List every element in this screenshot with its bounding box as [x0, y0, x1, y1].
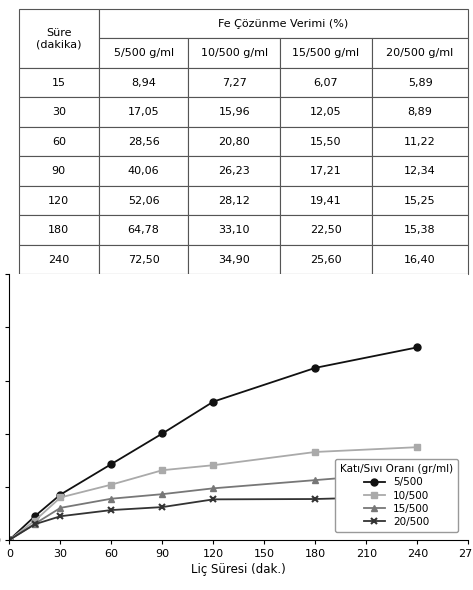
Text: 72,50: 72,50 [128, 255, 159, 264]
X-axis label: Liç Süresi (dak.): Liç Süresi (dak.) [192, 563, 286, 576]
Text: 19,41: 19,41 [310, 196, 342, 205]
Text: 10/500 g/ml: 10/500 g/ml [201, 48, 268, 58]
Text: 7,27: 7,27 [222, 78, 247, 87]
Text: 22,50: 22,50 [310, 225, 342, 235]
Text: Fe Çözünme Verimi (%): Fe Çözünme Verimi (%) [219, 19, 349, 28]
Bar [188, 38, 280, 68]
Bar [280, 186, 372, 215]
Bar [280, 68, 372, 97]
Bar [18, 127, 99, 156]
Bar [372, 186, 468, 215]
Bar [99, 97, 188, 127]
Bar [99, 9, 468, 38]
Bar [18, 9, 99, 68]
Text: 15,25: 15,25 [404, 196, 436, 205]
Text: 12,05: 12,05 [310, 107, 342, 117]
Bar [18, 215, 99, 245]
Bar [280, 215, 372, 245]
Text: 15: 15 [52, 78, 66, 87]
Text: 11,22: 11,22 [404, 137, 436, 146]
Text: 8,94: 8,94 [131, 78, 156, 87]
Bar [372, 127, 468, 156]
Bar [99, 186, 188, 215]
Text: 15,96: 15,96 [219, 107, 250, 117]
Text: 5/500 g/ml: 5/500 g/ml [114, 48, 174, 58]
Bar [280, 127, 372, 156]
Text: 17,21: 17,21 [310, 166, 342, 176]
Bar [18, 186, 99, 215]
Bar [18, 68, 99, 97]
Text: 25,60: 25,60 [310, 255, 342, 264]
Text: 6,07: 6,07 [314, 78, 338, 87]
Bar [188, 245, 280, 274]
Bar [280, 245, 372, 274]
Text: 15,50: 15,50 [310, 137, 342, 146]
Text: 8,89: 8,89 [408, 107, 432, 117]
Text: 34,90: 34,90 [219, 255, 250, 264]
Bar [372, 97, 468, 127]
Bar [188, 68, 280, 97]
Bar [280, 97, 372, 127]
Bar [188, 97, 280, 127]
Text: 240: 240 [48, 255, 70, 264]
Bar [280, 156, 372, 186]
Bar [188, 156, 280, 186]
Text: 52,06: 52,06 [128, 196, 159, 205]
Text: 30: 30 [52, 107, 66, 117]
Bar [188, 127, 280, 156]
Bar [99, 215, 188, 245]
Text: 15/500 g/ml: 15/500 g/ml [292, 48, 359, 58]
Bar [188, 215, 280, 245]
Bar [372, 245, 468, 274]
Text: 15,38: 15,38 [404, 225, 436, 235]
Bar [18, 156, 99, 186]
Text: Süre
(dakika): Süre (dakika) [36, 28, 81, 49]
Bar [99, 127, 188, 156]
Bar [280, 38, 372, 68]
Bar [372, 38, 468, 68]
Bar [372, 156, 468, 186]
Text: 40,06: 40,06 [128, 166, 159, 176]
Text: 20,80: 20,80 [219, 137, 250, 146]
Text: 64,78: 64,78 [128, 225, 159, 235]
Text: 20/500 g/ml: 20/500 g/ml [386, 48, 454, 58]
Text: 60: 60 [52, 137, 66, 146]
Text: 90: 90 [52, 166, 66, 176]
Bar [18, 97, 99, 127]
Bar [99, 156, 188, 186]
Text: 16,40: 16,40 [404, 255, 436, 264]
Text: 17,05: 17,05 [128, 107, 159, 117]
Bar [188, 186, 280, 215]
Text: 26,23: 26,23 [219, 166, 250, 176]
Text: 120: 120 [48, 196, 70, 205]
Bar [99, 38, 188, 68]
Text: 180: 180 [48, 225, 70, 235]
Bar [99, 68, 188, 97]
Bar [372, 68, 468, 97]
Bar [99, 245, 188, 274]
Text: 28,56: 28,56 [128, 137, 159, 146]
Text: 33,10: 33,10 [219, 225, 250, 235]
Bar [372, 215, 468, 245]
Bar [18, 245, 99, 274]
Text: 5,89: 5,89 [408, 78, 432, 87]
Text: 28,12: 28,12 [219, 196, 250, 205]
Text: 12,34: 12,34 [404, 166, 436, 176]
Legend: 5/500, 10/500, 15/500, 20/500: 5/500, 10/500, 15/500, 20/500 [335, 459, 458, 532]
